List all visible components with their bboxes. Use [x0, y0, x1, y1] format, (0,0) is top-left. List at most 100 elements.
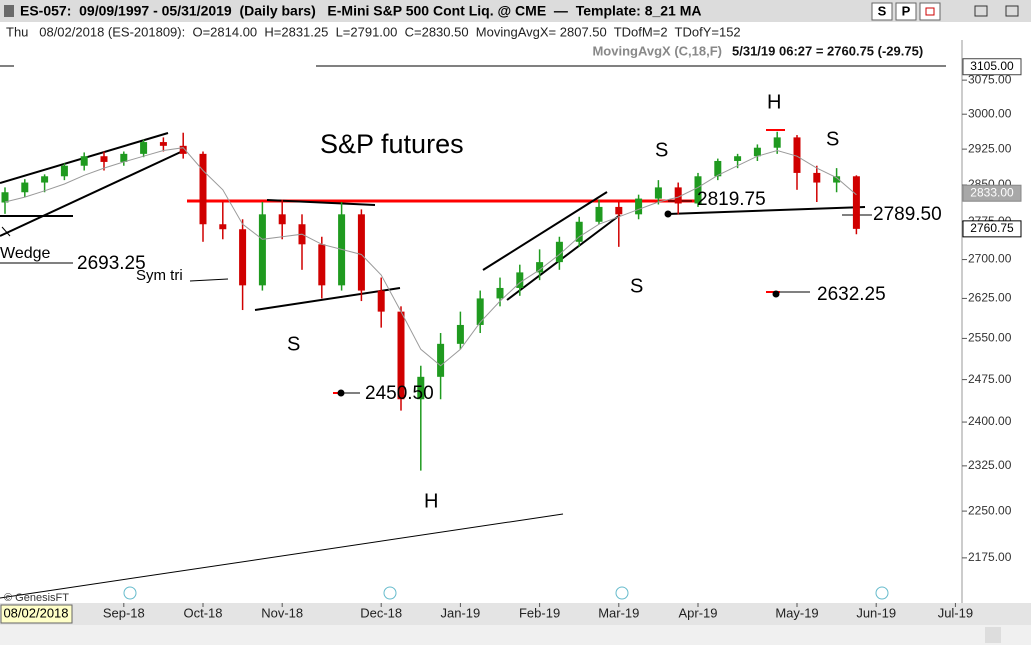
candle-body [239, 229, 247, 286]
copyright: © GenesisFT [4, 592, 69, 604]
annotation: 2819.75 [697, 189, 766, 210]
annotation: Sym tri [136, 267, 183, 284]
indicator-value: 5/31/19 06:27 = 2760.75 (-29.75) [732, 43, 923, 58]
rollover-icon [875, 586, 889, 600]
title-bar [0, 0, 1031, 22]
candle-body [80, 156, 88, 166]
chart-title: S&P futures [320, 129, 464, 159]
x-tick-label: Feb-19 [519, 605, 560, 620]
channel-upper [482, 191, 608, 271]
candle-body [852, 176, 860, 229]
y-tick-label: 2700.00 [968, 252, 1012, 266]
s-button-label[interactable]: S [878, 3, 887, 18]
candle-body [258, 214, 266, 286]
candle-body [120, 153, 128, 162]
candle-body [773, 137, 781, 148]
x-axis-band [0, 603, 1031, 625]
cursor-date: 08/02/2018 [3, 605, 68, 620]
y-tick-label: 2625.00 [968, 291, 1012, 305]
candle-body [714, 160, 722, 177]
x-tick-label: Dec-18 [360, 605, 402, 620]
moving-average-line [4, 147, 857, 367]
flag-icon [925, 7, 935, 16]
candle-body [21, 182, 29, 193]
trend-lines [0, 129, 872, 599]
wedge-lower [0, 149, 186, 237]
candle-body [694, 176, 702, 204]
rollover-icon [383, 586, 397, 600]
price-marker-box [962, 220, 1022, 238]
candle-body [179, 145, 187, 154]
candle-body [397, 311, 405, 400]
candle-body [674, 187, 682, 204]
candle-body [476, 298, 484, 325]
x-tick-label: Jun-19 [856, 605, 896, 620]
annotation: H [767, 91, 781, 113]
scrollbar[interactable] [0, 625, 1031, 645]
candle-body [100, 156, 108, 162]
candle-body [516, 272, 524, 288]
level-dot [664, 210, 672, 218]
annotation: S [287, 333, 300, 355]
y-tick-label: 3000.00 [968, 106, 1012, 120]
annotation: 2693.25 [77, 253, 146, 274]
candle-body [377, 290, 385, 312]
candle-body [278, 214, 286, 225]
annotation: 2450.50 [365, 383, 434, 404]
candle-body [496, 287, 504, 299]
level-dot [772, 290, 780, 298]
candle-body [753, 147, 761, 157]
window-title: ES-057: 09/09/1997 - 05/31/2019 (Daily b… [20, 3, 702, 19]
y-tick-label: 2925.00 [968, 141, 1012, 155]
restore-button[interactable] [974, 5, 988, 17]
candle-body [357, 214, 365, 291]
triangle-arrow [189, 278, 229, 282]
x-tick-label: Oct-18 [183, 605, 222, 620]
y-tick-label: 3075.00 [968, 72, 1012, 86]
annotation: 2632.25 [817, 284, 886, 305]
x-tick-label: Jan-19 [441, 605, 481, 620]
candle-body [793, 137, 801, 173]
candle-body [555, 241, 563, 263]
annotation: S [826, 128, 839, 150]
candle-body [41, 176, 49, 183]
candles [1, 131, 860, 471]
y-tick-label: 2175.00 [968, 550, 1012, 564]
flag-button[interactable] [919, 2, 941, 21]
maximize-button[interactable] [1005, 5, 1019, 17]
triangle-upper [266, 199, 376, 206]
scroll-thumb[interactable] [985, 627, 1001, 643]
cursor-date-box [0, 604, 73, 624]
candle-body [536, 262, 544, 273]
candle-body [219, 224, 227, 230]
annotation: H [424, 490, 438, 512]
wedge-arrow [1, 226, 11, 237]
neckline [667, 206, 866, 215]
triangle-lower [254, 287, 401, 311]
x-tick-label: May-19 [775, 605, 818, 620]
x-tick-label: Jul-19 [938, 605, 973, 620]
y-tick-label: 2550.00 [968, 331, 1012, 345]
candle-body [635, 198, 643, 215]
p-button[interactable] [895, 2, 917, 21]
y-tick-label: 2475.00 [968, 372, 1012, 386]
candle-body [417, 376, 425, 400]
candle-body [654, 187, 662, 199]
y-tick-label: 2400.00 [968, 414, 1012, 428]
window-buttons: S P [871, 2, 1019, 21]
price-marker-label: 2760.75 [970, 221, 1014, 235]
level-dot [337, 389, 345, 397]
channel-lower [506, 214, 621, 301]
bar-info: Thu 08/02/2018 (ES-201809): O=2814.00 H=… [6, 24, 741, 39]
annotation: Wedge [0, 245, 51, 262]
long-trend [0, 513, 564, 599]
rollover-icon [615, 586, 629, 600]
y-tick-label: 2250.00 [968, 503, 1012, 517]
s-button[interactable] [871, 2, 893, 21]
candle-body [199, 153, 207, 225]
candle-body [318, 244, 326, 286]
candle-body [1, 192, 9, 203]
p-button-label[interactable]: P [902, 3, 911, 18]
x-tick-label: Sep-18 [103, 605, 145, 620]
